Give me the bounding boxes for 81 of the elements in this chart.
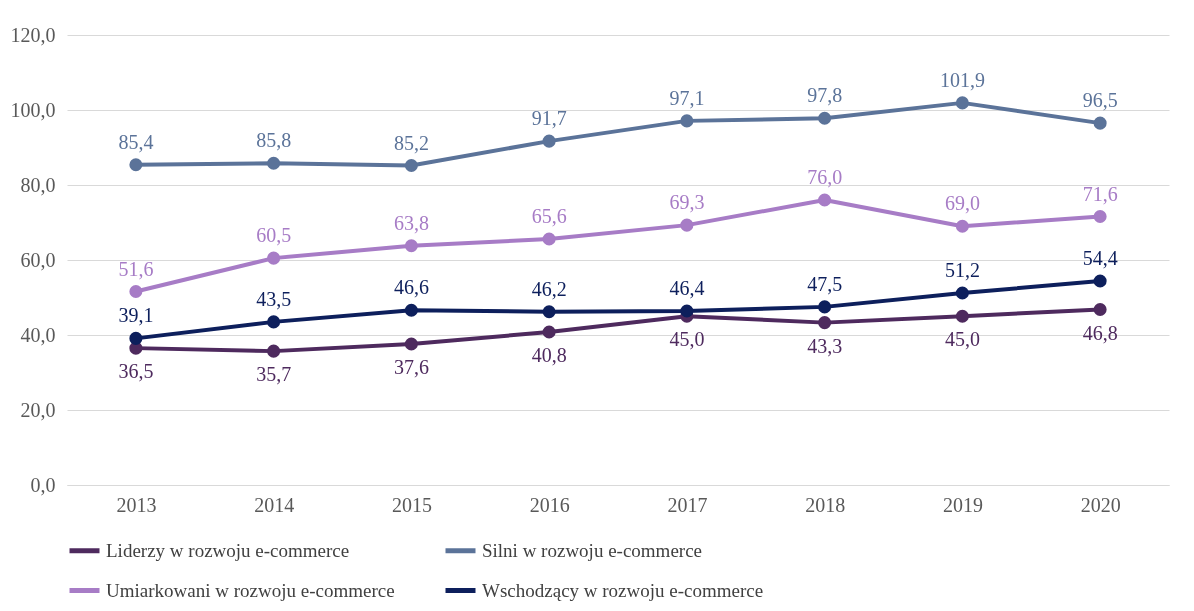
data-label: 97,8 xyxy=(807,84,843,107)
point xyxy=(818,193,832,207)
y-tick-label: 0,0 xyxy=(30,473,56,496)
legend-label: Liderzy w rozwoju e-commerce xyxy=(106,539,350,561)
point xyxy=(1093,302,1107,317)
data-label: 76,0 xyxy=(807,166,843,188)
data-label: 69,0 xyxy=(944,192,980,215)
data-label: 97,1 xyxy=(669,86,705,109)
y-tick-label: 80,0 xyxy=(20,173,56,196)
y-tick-label: 100,0 xyxy=(10,98,56,121)
point xyxy=(1093,274,1107,288)
data-label: 71,6 xyxy=(1082,182,1118,205)
point xyxy=(1093,116,1107,130)
data-label: 85,8 xyxy=(256,129,292,152)
point xyxy=(129,331,143,345)
data-label: 45,0 xyxy=(944,328,980,351)
y-tick-label: 20,0 xyxy=(20,398,56,421)
point xyxy=(267,315,281,329)
data-label: 54,4 xyxy=(1082,247,1118,269)
point xyxy=(680,114,694,128)
point xyxy=(542,305,556,319)
data-label: 69,3 xyxy=(669,191,705,214)
data-label: 85,4 xyxy=(118,130,154,153)
data-label: 46,8 xyxy=(1082,321,1118,344)
point xyxy=(542,134,556,148)
legend-label: Wschodzący w rozwoju e-commerce xyxy=(482,579,764,601)
x-tick-label: 2015 xyxy=(391,493,432,516)
y-tick-label: 40,0 xyxy=(20,323,56,346)
point xyxy=(404,337,418,351)
point xyxy=(267,251,281,265)
data-label: 51,2 xyxy=(944,259,980,281)
data-label: 96,5 xyxy=(1082,89,1118,112)
point xyxy=(955,96,969,110)
x-tick-label: 2013 xyxy=(116,493,157,516)
point xyxy=(680,304,694,318)
data-label: 39,1 xyxy=(118,304,154,327)
legend-label: Silni w rozwoju e-commerce xyxy=(482,539,703,561)
legend-label: Umiarkowani w rozwoju e-commerce xyxy=(106,579,395,601)
x-tick-label: 2019 xyxy=(942,493,983,516)
data-label: 45,0 xyxy=(669,328,705,351)
data-label: 101,9 xyxy=(939,68,985,91)
point xyxy=(129,284,143,299)
point xyxy=(955,219,969,233)
y-tick-label: 120,0 xyxy=(10,23,56,46)
point xyxy=(404,158,418,173)
point xyxy=(680,218,694,232)
data-label: 36,5 xyxy=(118,360,154,383)
x-tick-label: 2014 xyxy=(254,493,295,516)
point xyxy=(267,156,281,170)
point xyxy=(818,300,832,314)
point xyxy=(129,158,143,172)
point xyxy=(818,111,832,125)
x-tick-label: 2017 xyxy=(667,493,708,516)
point xyxy=(542,325,556,339)
data-label: 65,6 xyxy=(531,205,567,227)
data-label: 63,8 xyxy=(393,211,429,234)
data-label: 46,2 xyxy=(531,277,567,300)
data-label: 43,5 xyxy=(256,287,292,310)
data-label: 51,6 xyxy=(118,257,154,280)
point xyxy=(404,239,418,253)
point xyxy=(955,309,969,323)
data-label: 46,4 xyxy=(669,277,705,299)
data-label: 91,7 xyxy=(531,107,567,130)
x-tick-label: 2016 xyxy=(529,493,570,516)
data-label: 35,7 xyxy=(256,363,292,386)
data-label: 46,6 xyxy=(393,276,429,299)
y-tick-label: 60,0 xyxy=(20,248,56,271)
data-label: 60,5 xyxy=(256,224,292,247)
x-tick-label: 2018 xyxy=(805,493,846,516)
point xyxy=(542,232,556,246)
data-label: 47,5 xyxy=(807,272,843,295)
data-label: 43,3 xyxy=(807,334,843,357)
point xyxy=(404,303,418,317)
data-label: 40,8 xyxy=(531,344,567,366)
data-label: 37,6 xyxy=(393,356,429,378)
point xyxy=(818,316,832,330)
point xyxy=(1093,209,1107,224)
point xyxy=(955,286,969,300)
point xyxy=(267,344,281,358)
x-tick-label: 2020 xyxy=(1080,493,1121,516)
data-label: 85,2 xyxy=(393,131,429,154)
